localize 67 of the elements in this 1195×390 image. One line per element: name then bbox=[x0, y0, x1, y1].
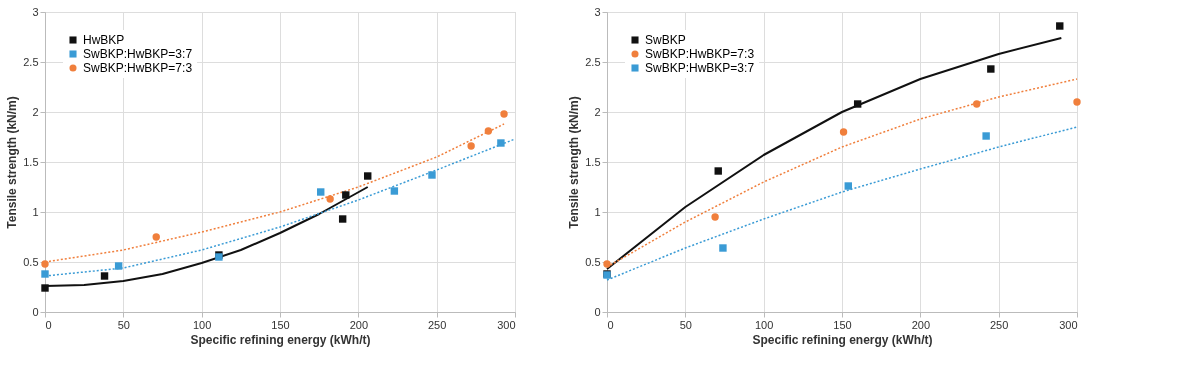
point bbox=[100, 272, 109, 280]
y-tick-label: 1 bbox=[594, 205, 601, 218]
point bbox=[844, 182, 852, 190]
point bbox=[364, 172, 372, 180]
point bbox=[152, 233, 160, 241]
x-tick-label: 50 bbox=[679, 318, 692, 331]
point bbox=[1073, 98, 1081, 106]
x-tick-label: 150 bbox=[833, 318, 852, 331]
point bbox=[317, 188, 325, 196]
x-tick-label: 50 bbox=[117, 318, 130, 331]
point bbox=[719, 244, 727, 252]
point bbox=[853, 100, 862, 108]
point bbox=[326, 195, 334, 203]
point bbox=[41, 284, 49, 292]
x-tick-label: 300 bbox=[497, 318, 516, 331]
y-tick-label: 2 bbox=[32, 105, 39, 118]
x-tick-label: 250 bbox=[427, 318, 447, 331]
point bbox=[987, 65, 995, 73]
point bbox=[973, 100, 981, 108]
x-tick-label: 100 bbox=[754, 318, 774, 331]
point bbox=[41, 270, 49, 278]
x-axis-title: Specific refining energy (kWh/t) bbox=[190, 332, 371, 347]
y-axis-title: Tensile strength (kN/m) bbox=[5, 96, 20, 229]
x-tick-label: 0 bbox=[45, 318, 52, 331]
y-axis-title: Tensile strength (kN/m) bbox=[567, 96, 582, 229]
point bbox=[839, 128, 848, 136]
legend-label: HwBKP bbox=[83, 33, 125, 47]
y-tick-label: 2 bbox=[594, 105, 601, 118]
x-axis-title: Specific refining energy (kWh/t) bbox=[752, 332, 933, 347]
point bbox=[982, 132, 990, 140]
point bbox=[711, 213, 719, 221]
legend-label: SwBKP:HwBKP=3:7 bbox=[83, 47, 193, 61]
point bbox=[484, 127, 493, 135]
x-tick-label: 150 bbox=[271, 318, 290, 331]
legend-label: SwBKP bbox=[645, 33, 686, 47]
point bbox=[497, 139, 505, 147]
point bbox=[714, 167, 722, 175]
x-tick-label: 200 bbox=[911, 318, 931, 331]
y-tick-label: 3 bbox=[594, 5, 601, 18]
point bbox=[467, 142, 475, 150]
x-tick-label: 300 bbox=[1059, 318, 1078, 331]
point bbox=[500, 110, 508, 118]
point bbox=[114, 262, 123, 270]
x-tick-label: 200 bbox=[349, 318, 369, 331]
point bbox=[41, 260, 49, 268]
x-tick-label: 250 bbox=[989, 318, 1009, 331]
x-tick-label: 0 bbox=[607, 318, 614, 331]
legend-label: SwBKP:HwBKP=7:3 bbox=[83, 61, 193, 75]
point bbox=[390, 187, 399, 195]
y-tick-label: 1.5 bbox=[23, 155, 39, 168]
y-tick-label: 1 bbox=[32, 205, 39, 218]
y-tick-label: 1.5 bbox=[585, 155, 601, 168]
y-tick-label: 0.5 bbox=[23, 255, 39, 268]
y-tick-label: 0.5 bbox=[585, 255, 601, 268]
legend-label: SwBKP:HwBKP=7:3 bbox=[645, 47, 755, 61]
legend-label: SwBKP:HwBKP=3:7 bbox=[645, 61, 755, 75]
y-tick-label: 2.5 bbox=[23, 55, 39, 68]
y-tick-label: 3 bbox=[32, 5, 39, 18]
y-tick-label: 0 bbox=[32, 305, 39, 318]
point bbox=[428, 171, 436, 179]
y-tick-label: 2.5 bbox=[585, 55, 601, 68]
point bbox=[342, 191, 350, 199]
x-tick-label: 100 bbox=[192, 318, 212, 331]
point bbox=[1056, 22, 1064, 30]
y-tick-label: 0 bbox=[594, 305, 601, 318]
point bbox=[603, 260, 611, 268]
point bbox=[338, 215, 347, 223]
